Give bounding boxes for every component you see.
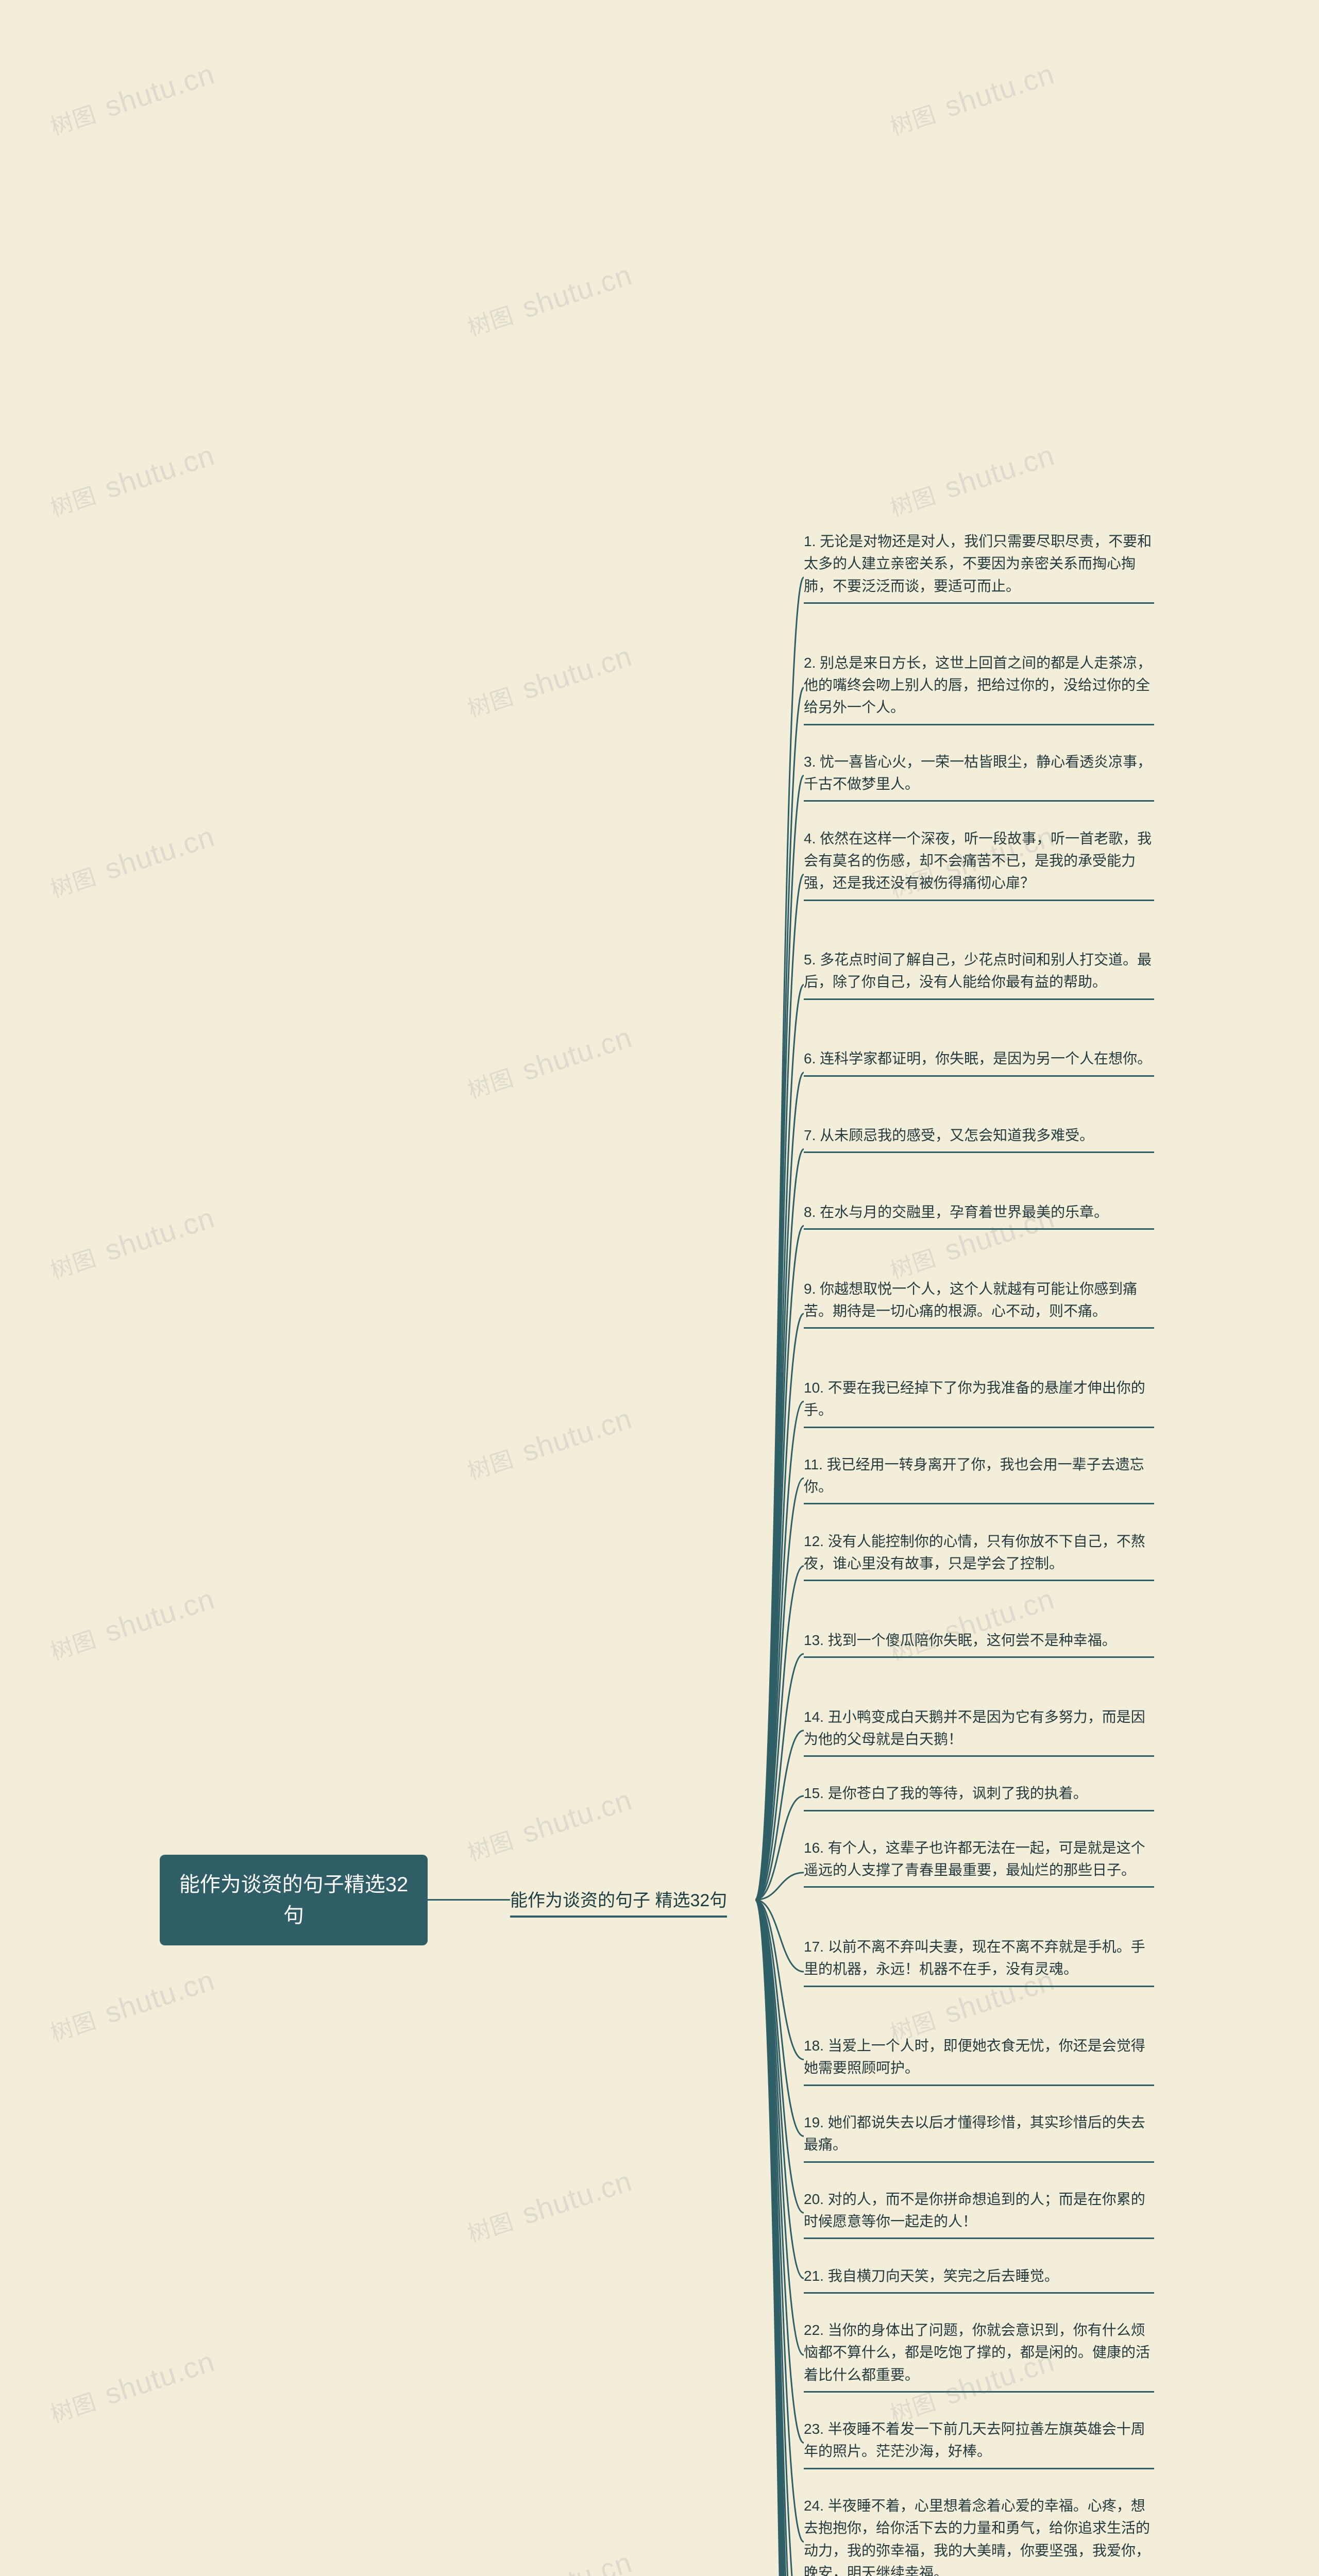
watermark: 树图 shutu.cn [463,2164,636,2248]
watermark: 树图 shutu.cn [45,438,218,522]
leaf-text: 22. 当你的身体出了问题，你就会意识到，你有什么烦恼都不算什么，都是吃饱了撑的… [804,2322,1150,2383]
watermark: 树图 shutu.cn [463,1020,636,1105]
leaf-node: 24. 半夜睡不着，心里想着念着心爱的幸福。心疼，想去抱抱你，给你活下去的力量和… [804,2495,1154,2576]
watermark: 树图 shutu.cn [463,2545,636,2576]
leaf-text: 1. 无论是对物还是对人，我们只需要尽职尽责，不要和太多的人建立亲密关系，不要因… [804,533,1152,594]
leaf-text: 21. 我自横刀向天笑，笑完之后去睡觉。 [804,2268,1059,2284]
leaf-node: 14. 丑小鸭变成白天鹅并不是因为它有多努力，而是因为他的父母就是白天鹅！ [804,1706,1154,1757]
leaf-node: 2. 别总是来日方长，这世上回首之间的都是人走茶凉，他的嘴终会吻上别人的唇，把给… [804,652,1154,725]
watermark: 树图 shutu.cn [45,819,218,904]
leaf-text: 19. 她们都说失去以后才懂得珍惜，其实珍惜后的失去最痛。 [804,2114,1145,2153]
leaf-text: 9. 你越想取悦一个人，这个人就越有可能让你感到痛苦。期待是一切心痛的根源。心不… [804,1281,1137,1319]
leaf-text: 8. 在水与月的交融里，孕育着世界最美的乐章。 [804,1204,1108,1220]
watermark: 树图 shutu.cn [45,57,218,141]
leaf-node: 23. 半夜睡不着发一下前几天去阿拉善左旗英雄会十周年的照片。茫茫沙海，好棒。 [804,2418,1154,2469]
leaf-text: 17. 以前不离不弃叫夫妻，现在不离不弃就是手机。手里的机器，永远！机器不在手，… [804,1939,1145,1977]
mid-node: 能作为谈资的句子 精选32句 [510,1886,727,1918]
leaf-node: 4. 依然在这样一个深夜，听一段故事，听一首老歌，我会有莫名的伤感，却不会痛苦不… [804,827,1154,901]
watermark: 树图 shutu.cn [885,57,1058,141]
leaf-text: 5. 多花点时间了解自己，少花点时间和别人打交道。最后，除了你自己，没有人能给你… [804,952,1152,990]
leaf-node: 15. 是你苍白了我的等待，讽刺了我的执着。 [804,1782,1154,1811]
leaf-node: 21. 我自横刀向天笑，笑完之后去睡觉。 [804,2265,1154,2294]
root-node: 能作为谈资的句子精选32句 [160,1855,428,1945]
leaf-text: 3. 忧一喜皆心火，一荣一枯皆眼尘，静心看透炎凉事，千古不做梦里人。 [804,754,1152,792]
leaf-node: 1. 无论是对物还是对人，我们只需要尽职尽责，不要和太多的人建立亲密关系，不要因… [804,530,1154,604]
leaf-node: 7. 从未顾忌我的感受，又怎会知道我多难受。 [804,1124,1154,1153]
leaf-text: 18. 当爱上一个人时，即便她衣食无忧，你还是会觉得她需要照顾呵护。 [804,2038,1145,2076]
leaf-text: 4. 依然在这样一个深夜，听一段故事，听一首老歌，我会有莫名的伤感，却不会痛苦不… [804,831,1152,891]
leaf-node: 17. 以前不离不弃叫夫妻，现在不离不弃就是手机。手里的机器，永远！机器不在手，… [804,1936,1154,1987]
watermark: 树图 shutu.cn [463,639,636,723]
watermark: 树图 shutu.cn [45,1582,218,1666]
leaf-node: 13. 找到一个傻瓜陪你失眠，这何尝不是种幸福。 [804,1629,1154,1658]
watermark: 树图 shutu.cn [45,1963,218,2047]
leaf-text: 7. 从未顾忌我的感受，又怎会知道我多难受。 [804,1127,1094,1143]
leaf-node: 19. 她们都说失去以后才懂得珍惜，其实珍惜后的失去最痛。 [804,2111,1154,2163]
leaf-text: 6. 连科学家都证明，你失眠，是因为另一个人在想你。 [804,1050,1152,1066]
leaf-text: 16. 有个人，这辈子也许都无法在一起，可是就是这个遥远的人支撑了青春里最重要，… [804,1840,1145,1878]
watermark: 树图 shutu.cn [45,1200,218,1285]
leaf-node: 12. 没有人能控制你的心情，只有你放不下自己，不熬夜，谁心里没有故事，只是学会… [804,1530,1154,1582]
leaf-text: 23. 半夜睡不着发一下前几天去阿拉善左旗英雄会十周年的照片。茫茫沙海，好棒。 [804,2421,1145,2459]
leaf-node: 3. 忧一喜皆心火，一荣一枯皆眼尘，静心看透炎凉事，千古不做梦里人。 [804,751,1154,802]
leaf-node: 8. 在水与月的交融里，孕育着世界最美的乐章。 [804,1201,1154,1230]
watermark: 树图 shutu.cn [463,1401,636,1486]
leaf-text: 13. 找到一个傻瓜陪你失眠，这何尝不是种幸福。 [804,1632,1117,1648]
mid-label: 能作为谈资的句子 精选32句 [510,1891,727,1910]
leaf-text: 11. 我已经用一转身离开了你，我也会用一辈子去遗忘你。 [804,1456,1144,1495]
leaf-node: 20. 对的人，而不是你拼命想追到的人；而是在你累的时候愿意等你一起走的人！ [804,2188,1154,2240]
leaf-node: 11. 我已经用一转身离开了你，我也会用一辈子去遗忘你。 [804,1453,1154,1505]
root-label: 能作为谈资的句子精选32句 [179,1873,409,1927]
watermark: 树图 shutu.cn [885,438,1058,522]
leaf-text: 2. 别总是来日方长，这世上回首之间的都是人走茶凉，他的嘴终会吻上别人的唇，把给… [804,655,1152,716]
leaf-node: 18. 当爱上一个人时，即便她衣食无忧，你还是会觉得她需要照顾呵护。 [804,2035,1154,2086]
leaf-node: 9. 你越想取悦一个人，这个人就越有可能让你感到痛苦。期待是一切心痛的根源。心不… [804,1278,1154,1329]
leaf-text: 14. 丑小鸭变成白天鹅并不是因为它有多努力，而是因为他的父母就是白天鹅！ [804,1709,1145,1747]
leaf-text: 10. 不要在我已经掉下了你为我准备的悬崖才伸出你的手。 [804,1380,1145,1418]
watermark: 树图 shutu.cn [45,2344,218,2429]
leaf-node: 16. 有个人，这辈子也许都无法在一起，可是就是这个遥远的人支撑了青春里最重要，… [804,1837,1154,1888]
leaf-text: 20. 对的人，而不是你拼命想追到的人；而是在你累的时候愿意等你一起走的人！ [804,2191,1145,2229]
leaf-text: 15. 是你苍白了我的等待，讽刺了我的执着。 [804,1785,1088,1801]
leaf-text: 12. 没有人能控制你的心情，只有你放不下自己，不熬夜，谁心里没有故事，只是学会… [804,1533,1145,1571]
leaf-node: 5. 多花点时间了解自己，少花点时间和别人打交道。最后，除了你自己，没有人能给你… [804,948,1154,1000]
leaf-node: 22. 当你的身体出了问题，你就会意识到，你有什么烦恼都不算什么，都是吃饱了撑的… [804,2319,1154,2393]
leaf-node: 10. 不要在我已经掉下了你为我准备的悬崖才伸出你的手。 [804,1377,1154,1428]
leaf-node: 6. 连科学家都证明，你失眠，是因为另一个人在想你。 [804,1047,1154,1076]
leaf-text: 24. 半夜睡不着，心里想着念着心爱的幸福。心疼，想去抱抱你，给你活下去的力量和… [804,2498,1150,2576]
watermark: 树图 shutu.cn [463,1783,636,1867]
watermark: 树图 shutu.cn [463,258,636,342]
